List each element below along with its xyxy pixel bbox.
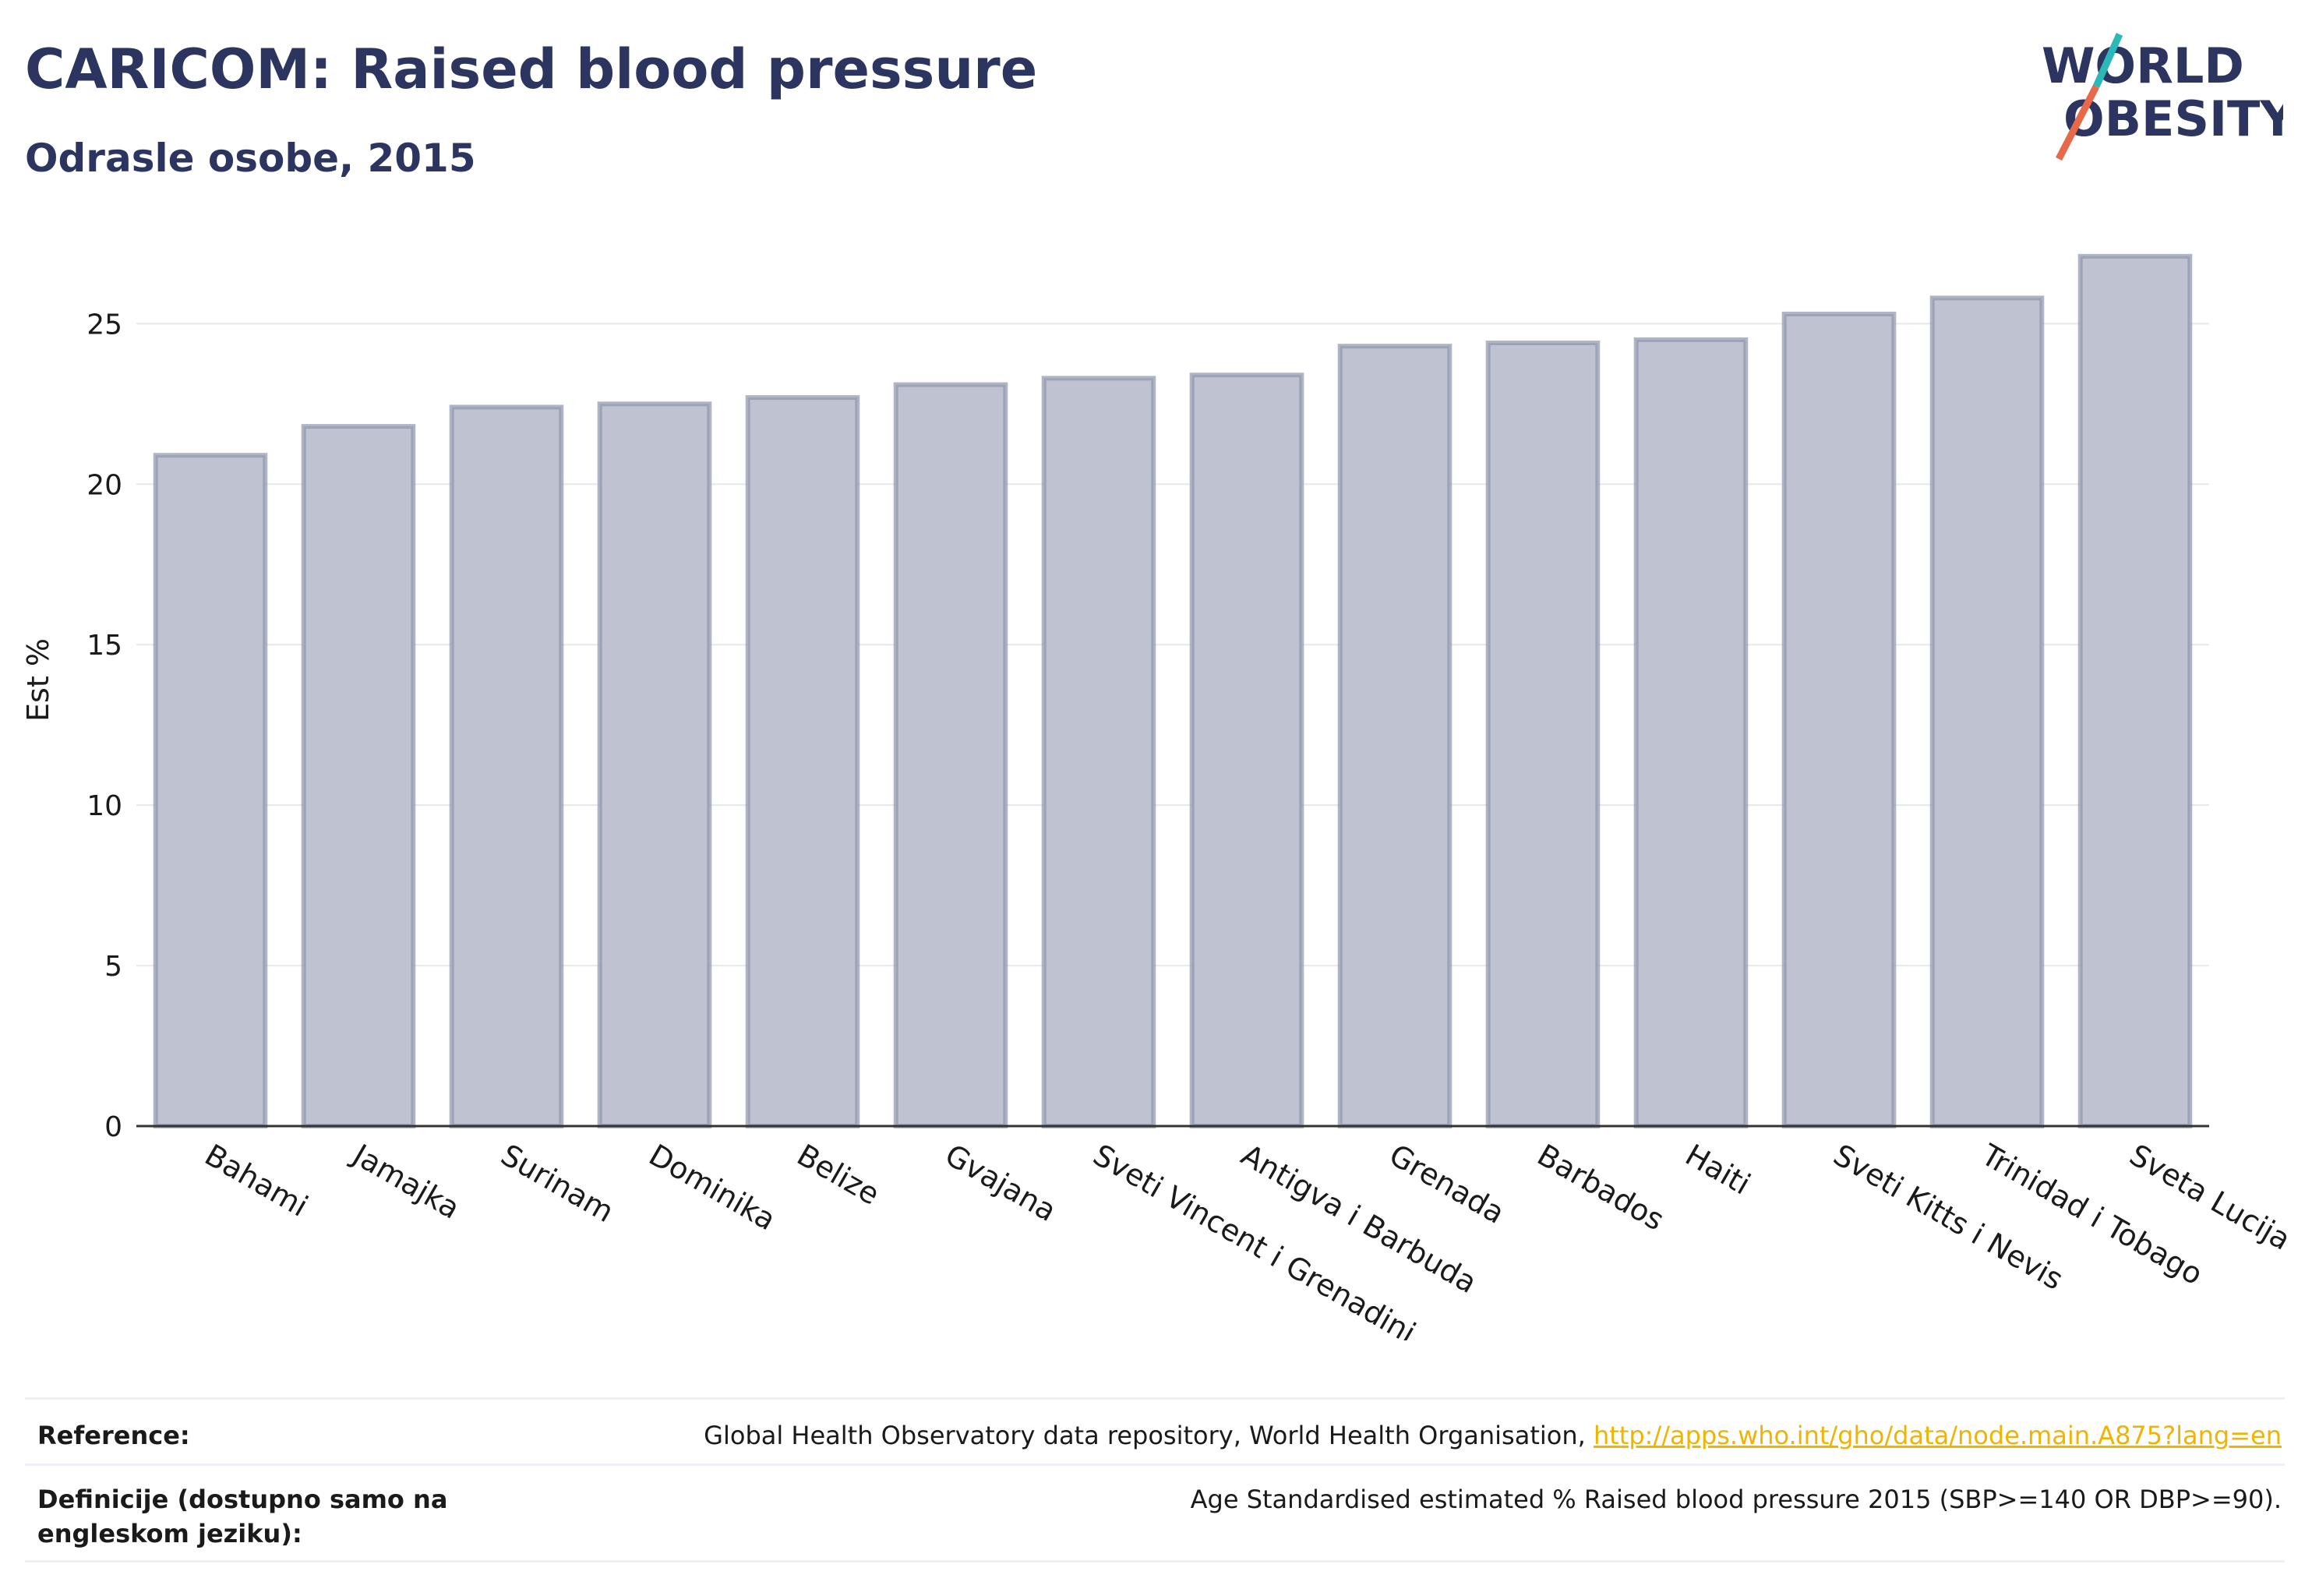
x-tick-label: Haiti [1680, 1138, 1756, 1202]
y-tick-label: 25 [86, 309, 122, 341]
bar[interactable] [1929, 295, 2045, 1128]
chart-title: CARICOM: Raised blood pressure [25, 37, 1038, 101]
x-tick-label: Belize [792, 1138, 886, 1212]
reference-label: Reference: [37, 1421, 190, 1450]
y-axis-ticks: 0 5 10 15 20 25 [86, 309, 122, 1143]
bar[interactable] [1189, 373, 1304, 1128]
x-tick-label: Antigva i Barbuda [1236, 1138, 1483, 1300]
bar[interactable] [153, 453, 268, 1128]
grid-lines [136, 323, 2209, 967]
bar[interactable] [301, 424, 416, 1128]
x-tick-label: Jamajka [346, 1137, 466, 1226]
x-tick-label: Gvajana [940, 1138, 1062, 1228]
reference-link[interactable]: http://apps.who.int/gho/data/node.main.A… [1593, 1421, 2282, 1450]
bar[interactable] [1633, 337, 1749, 1129]
x-tick-label: Surinam [496, 1138, 620, 1229]
footer-divider-top [25, 1397, 2285, 1400]
y-tick-label: 15 [86, 630, 122, 662]
y-axis-label: Est % [21, 638, 55, 722]
footer-divider-middle [25, 1464, 2285, 1466]
x-tick-label: Bahami [199, 1138, 314, 1223]
x-tick-label: Grenada [1384, 1138, 1511, 1231]
world-obesity-logo: WORLD OBESITY [2042, 33, 2283, 161]
chart-subtitle: Odrasle osobe, 2015 [25, 136, 476, 181]
footer-divider-bottom [25, 1560, 2285, 1562]
bar[interactable] [597, 401, 712, 1128]
y-tick-label: 0 [104, 1111, 122, 1143]
y-tick-label: 10 [86, 790, 122, 822]
bars [153, 253, 2193, 1129]
svg-text:WORLD: WORLD [2042, 37, 2244, 94]
y-tick-label: 5 [104, 951, 122, 983]
x-tick-label: Barbados [1532, 1138, 1671, 1238]
x-axis-ticks: Bahami Jamajka Surinam Dominika Belize Gvajan… [199, 1137, 2296, 1340]
definition-value: Age Standardised estimated % Raised bloo… [1190, 1485, 2282, 1514]
definition-label: Definicije (dostupno samo na engleskom j… [37, 1485, 448, 1548]
bar[interactable] [1041, 376, 1156, 1128]
bar[interactable] [1781, 311, 1897, 1128]
bar[interactable] [1485, 341, 1601, 1129]
y-tick-label: 20 [86, 469, 122, 501]
bar[interactable] [2077, 253, 2193, 1128]
bar[interactable] [1337, 344, 1453, 1128]
x-tick-label: Dominika [644, 1138, 782, 1238]
bar[interactable] [449, 404, 564, 1128]
bar[interactable] [893, 382, 1008, 1128]
bar[interactable] [745, 395, 860, 1128]
svg-text:OBESITY: OBESITY [2063, 90, 2283, 147]
reference-text: Global Health Observatory data repositor… [704, 1421, 1594, 1450]
reference-value: Global Health Observatory data repositor… [704, 1418, 2282, 1453]
